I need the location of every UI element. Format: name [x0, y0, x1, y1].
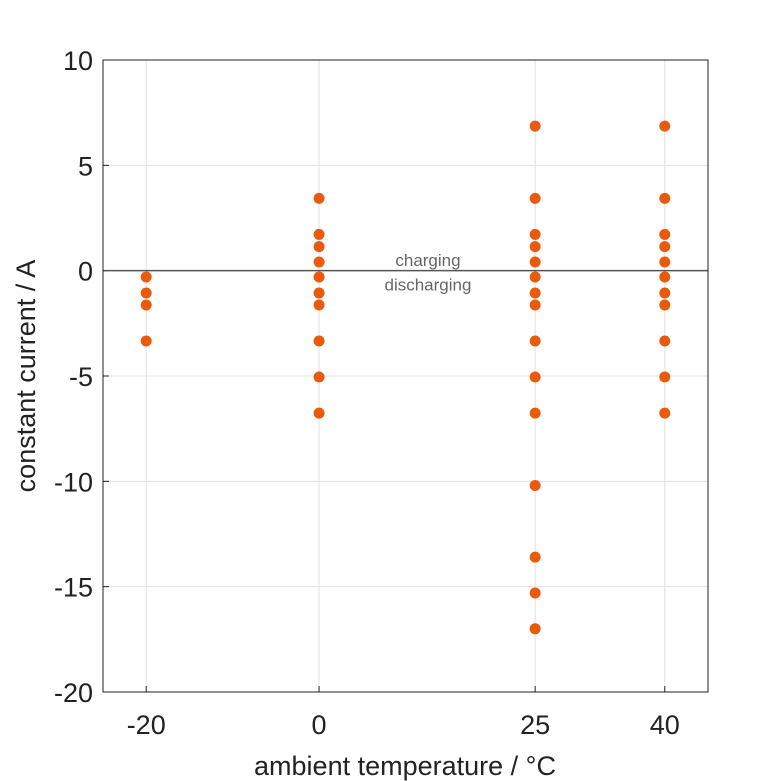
data-point: [529, 192, 541, 204]
data-point: [659, 407, 671, 419]
x-tick-label: 40: [650, 710, 680, 740]
x-tick-label: 25: [520, 710, 550, 740]
data-point: [313, 287, 325, 299]
y-tick-label: 5: [78, 151, 93, 181]
data-point: [659, 287, 671, 299]
y-tick-label: -15: [54, 573, 93, 603]
data-point: [529, 241, 541, 253]
data-point: [529, 623, 541, 635]
annotation-charging: charging: [395, 251, 460, 270]
y-tick-label: 0: [78, 257, 93, 287]
data-point: [529, 587, 541, 599]
data-point: [659, 228, 671, 240]
data-point: [140, 287, 152, 299]
data-point: [313, 407, 325, 419]
data-point: [529, 287, 541, 299]
y-tick-label: 10: [63, 46, 93, 76]
x-tick-label: 0: [312, 710, 327, 740]
data-point: [659, 192, 671, 204]
y-axis-label: constant current / A: [11, 260, 41, 493]
data-point: [313, 241, 325, 253]
data-point: [140, 271, 152, 283]
data-point: [529, 299, 541, 311]
plot-frame: [102, 59, 709, 693]
data-point: [140, 335, 152, 347]
y-tick-label: -10: [54, 467, 93, 497]
data-points: [140, 120, 671, 635]
annotation-discharging: discharging: [384, 275, 471, 294]
data-point: [659, 256, 671, 268]
data-point: [659, 241, 671, 253]
annotations: charging discharging: [384, 251, 471, 294]
data-point: [313, 335, 325, 347]
data-point: [529, 371, 541, 383]
data-point: [659, 371, 671, 383]
data-point: [313, 371, 325, 383]
x-tick-label: -20: [127, 710, 166, 740]
y-tick-label: -5: [69, 362, 93, 392]
data-point: [529, 480, 541, 492]
data-point: [313, 256, 325, 268]
data-point: [140, 299, 152, 311]
data-point: [313, 299, 325, 311]
data-point: [313, 192, 325, 204]
data-point: [529, 271, 541, 283]
data-point: [659, 271, 671, 283]
data-point: [529, 335, 541, 347]
data-point: [529, 228, 541, 240]
data-point: [529, 120, 541, 132]
data-point: [659, 120, 671, 132]
tick-labels: -20 0 25 40 10 5 0 -5 -10 -15 -20: [54, 46, 680, 740]
data-point: [313, 228, 325, 240]
data-point: [529, 407, 541, 419]
data-point: [659, 335, 671, 347]
y-tick-label: -20: [54, 678, 93, 708]
grid: [103, 59, 708, 693]
data-point: [529, 551, 541, 563]
x-axis-label: ambient temperature / °C: [254, 751, 556, 781]
data-point: [313, 271, 325, 283]
data-point: [529, 256, 541, 268]
data-point: [659, 299, 671, 311]
